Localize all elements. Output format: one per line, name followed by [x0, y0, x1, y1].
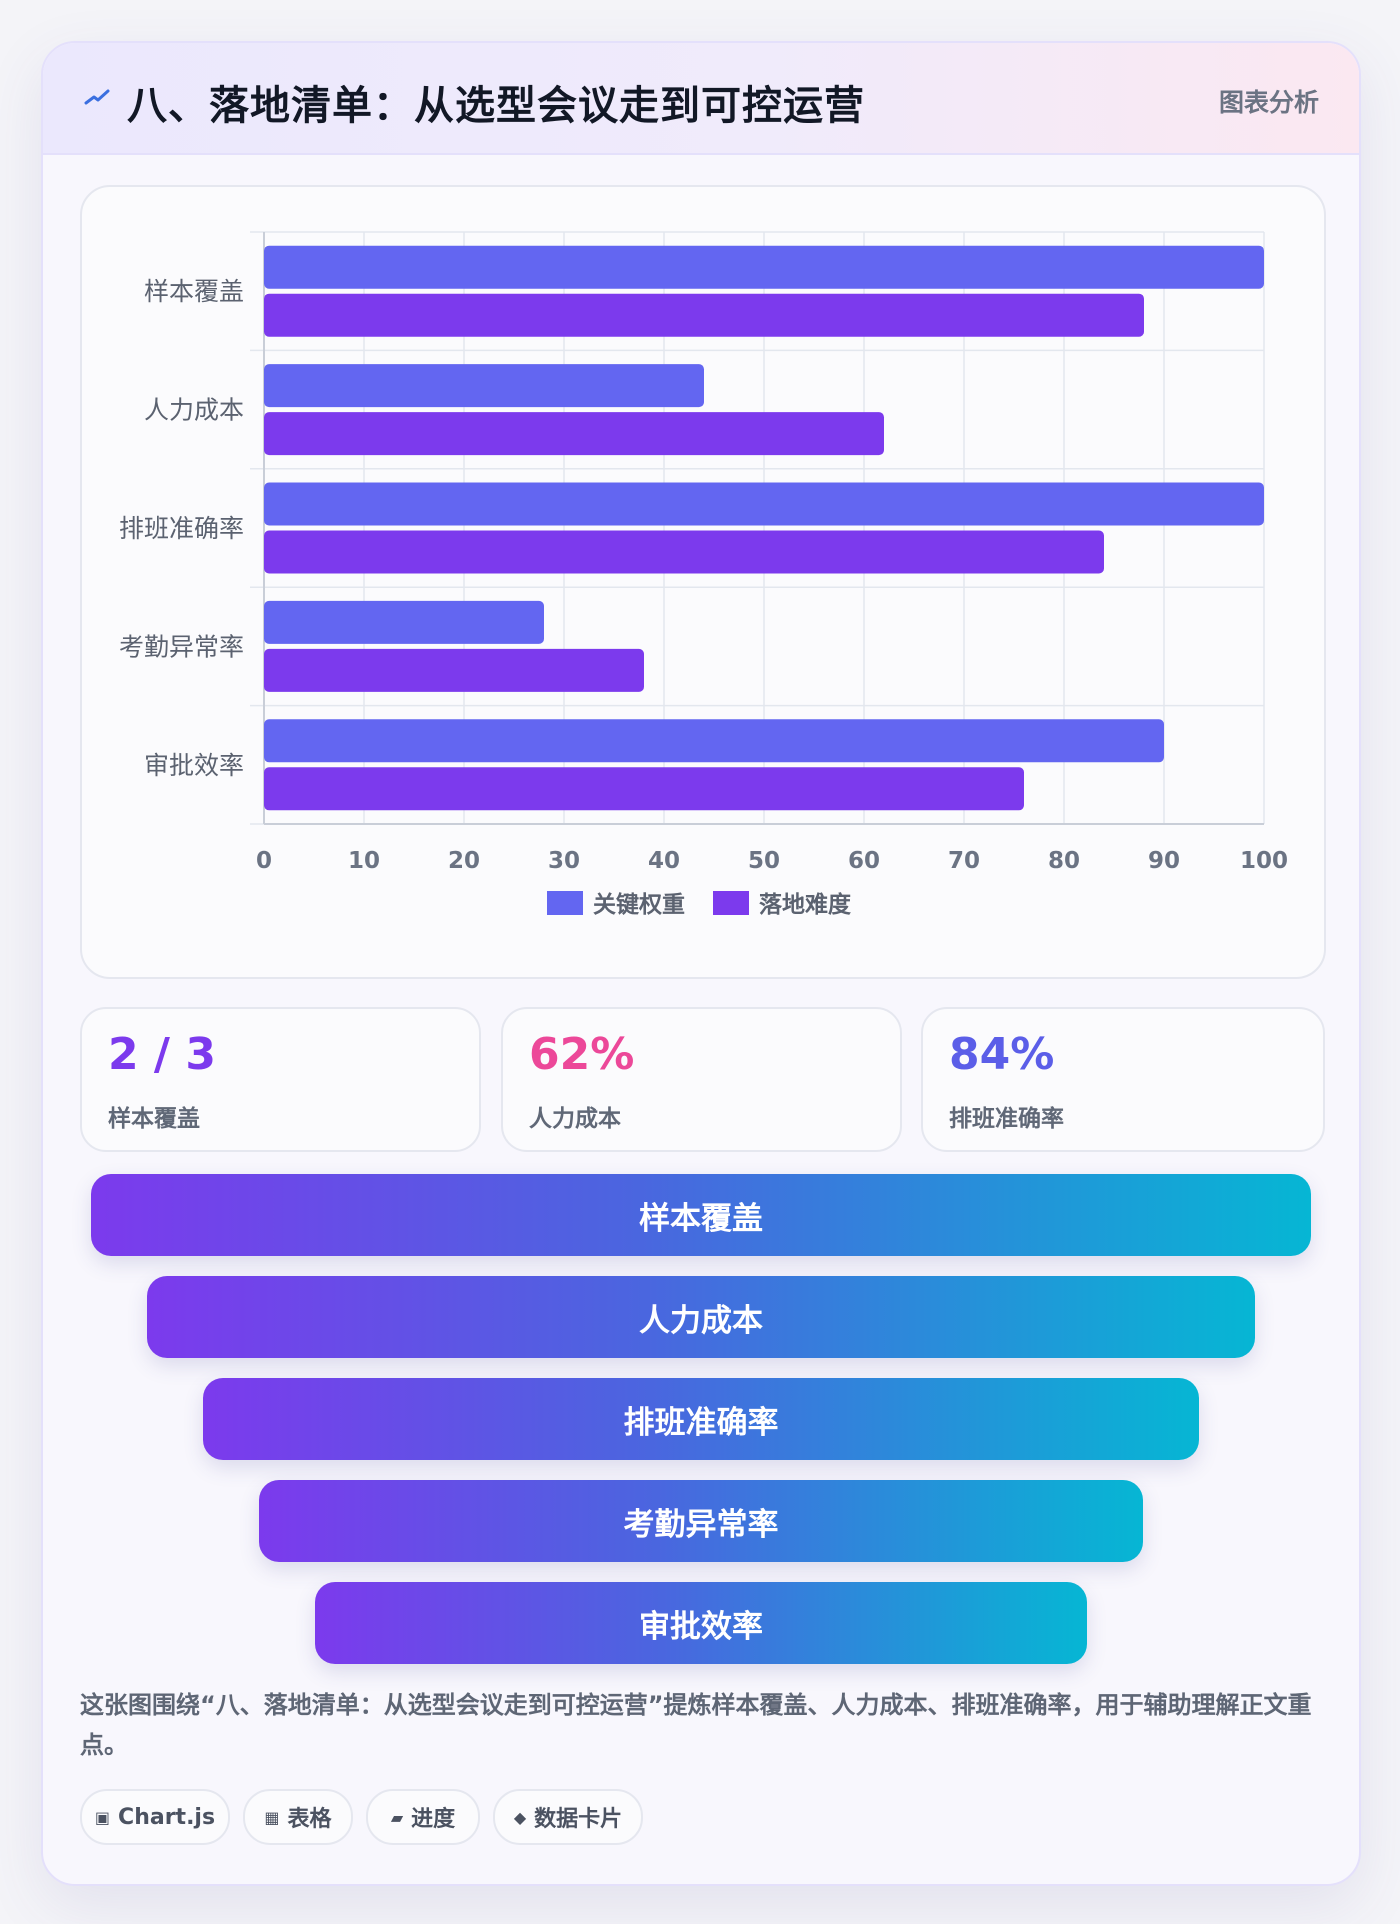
chip-label: Chart.js [118, 1804, 216, 1830]
chip-table[interactable]: ▦ 表格 [243, 1789, 353, 1845]
chip-label: 数据卡片 [534, 1807, 623, 1832]
x-tick-label: 10 [348, 848, 380, 874]
chart-panel: 样本覆盖人力成本排班准确率考勤异常率审批效率 0 10 20 30 40 50 60 70 80 9… [80, 185, 1326, 979]
stat-card-3: 84% 排班准确率 [921, 1007, 1325, 1152]
trend-icon [84, 89, 110, 105]
chart-card: 八、落地清单：从选型会议走到可控运营 图表分析 样本覆盖 人力成本 排班准确率 考勤异… [41, 41, 1361, 1886]
card-header: 八、落地清单：从选型会议走到可控运营 图表分析 [43, 43, 1359, 155]
stat-label: 样本覆盖 [108, 1106, 200, 1132]
x-tick-label: 30 [548, 848, 580, 874]
x-tick-label: 70 [948, 848, 980, 874]
chip-data-card[interactable]: ◆ 数据卡片 [493, 1789, 643, 1845]
chip-chartjs[interactable]: ▣ Chart.js [80, 1789, 230, 1845]
chip-label: 进度 [411, 1807, 456, 1832]
page-title: 八、落地清单：从选型会议走到可控运营 [127, 83, 865, 129]
chip-progress[interactable]: ▰ 进度 [366, 1789, 480, 1845]
x-tick-label: 0 [256, 848, 272, 874]
x-tick-label: 40 [648, 848, 680, 874]
x-tick-label: 20 [448, 848, 480, 874]
x-tick-label: 60 [848, 848, 880, 874]
stat-label: 排班准确率 [949, 1106, 1064, 1132]
diamond-icon: ◆ [513, 1807, 527, 1827]
stat-value: 2 / 3 [108, 1029, 216, 1080]
category-label: 考勤异常率 [119, 632, 244, 661]
bar-difficulty [264, 648, 644, 692]
legend-label: 关键权重 [593, 891, 685, 918]
bar-difficulty [264, 530, 1104, 574]
stat-value: 62% [529, 1029, 635, 1080]
legend-swatch [713, 891, 749, 915]
funnel-step-1: 样本覆盖 [91, 1174, 1311, 1256]
chip-label: 表格 [287, 1807, 332, 1832]
category-label: 人力成本 [144, 396, 244, 425]
bar-weight [264, 600, 544, 644]
bar-weight [264, 719, 1164, 763]
stat-card-2: 62% 人力成本 [501, 1007, 902, 1152]
bar-difficulty [264, 293, 1144, 337]
category-label: 审批效率 [144, 751, 244, 780]
legend-swatch [547, 891, 583, 915]
funnel-step-2: 人力成本 [147, 1276, 1255, 1358]
stat-card-1: 2 / 3 样本覆盖 [80, 1007, 481, 1152]
bar-difficulty [264, 767, 1024, 811]
bar-weight [264, 245, 1264, 289]
funnel-step-3: 排班准确率 [203, 1378, 1199, 1460]
x-tick-label: 100 [1240, 848, 1288, 874]
table-icon: ▦ [264, 1807, 280, 1827]
x-tick-label: 90 [1148, 848, 1180, 874]
bar-difficulty [264, 412, 884, 456]
legend-label: 落地难度 [759, 891, 852, 918]
funnel-step-4: 考勤异常率 [259, 1480, 1143, 1562]
stat-value: 84% [949, 1029, 1055, 1080]
bar-weight [264, 364, 704, 408]
progress-icon: ▰ [390, 1807, 404, 1827]
x-tick-label: 80 [1048, 848, 1080, 874]
chart-analysis-tag: 图表分析 [1218, 88, 1319, 117]
x-tick-label: 50 [748, 848, 780, 874]
chart-description: 这张图围绕“八、落地清单：从选型会议走到可控运营”提炼样本覆盖、人力成本、排班准… [80, 1691, 1312, 1759]
category-label: 样本覆盖 [144, 277, 244, 306]
chart-icon: ▣ [94, 1807, 111, 1827]
bar-weight [264, 482, 1264, 526]
category-label: 排班准确率 [119, 514, 244, 543]
stat-label: 人力成本 [529, 1106, 621, 1132]
funnel-step-5: 审批效率 [315, 1582, 1087, 1664]
